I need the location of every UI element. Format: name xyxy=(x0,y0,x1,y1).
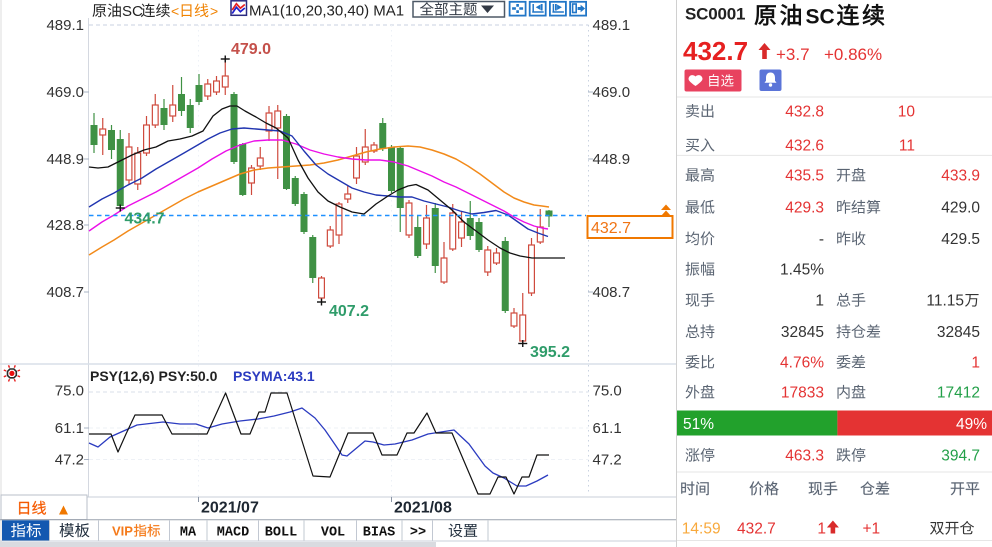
svg-text:-: - xyxy=(819,231,824,248)
svg-text:MACD: MACD xyxy=(217,526,249,541)
svg-text:429.0: 429.0 xyxy=(941,200,980,217)
svg-text:PSYMA:43.1: PSYMA:43.1 xyxy=(233,368,315,384)
svg-text:>: > xyxy=(210,3,218,19)
svg-text:433.9: 433.9 xyxy=(941,168,980,185)
svg-text:469.0: 469.0 xyxy=(593,84,631,101)
svg-text:PSY(12,6) PSY:50.0: PSY(12,6) PSY:50.0 xyxy=(90,368,218,384)
svg-text:SC: SC xyxy=(122,3,143,20)
svg-text:47.2: 47.2 xyxy=(593,452,622,469)
svg-text:408.7: 408.7 xyxy=(593,284,631,301)
svg-text:408.7: 408.7 xyxy=(46,284,84,301)
svg-text:395.2: 395.2 xyxy=(530,344,570,361)
svg-text:61.1: 61.1 xyxy=(55,420,84,437)
svg-text:1.45%: 1.45% xyxy=(780,262,824,279)
svg-text:75.0: 75.0 xyxy=(593,383,622,400)
svg-text:+0.86%: +0.86% xyxy=(824,45,882,64)
svg-text:49%: 49% xyxy=(956,416,987,433)
svg-text:429.5: 429.5 xyxy=(941,231,980,248)
svg-text:11: 11 xyxy=(899,138,915,155)
svg-text:1: 1 xyxy=(815,293,824,310)
svg-text:2021/07: 2021/07 xyxy=(201,500,259,517)
svg-text:>>: >> xyxy=(410,526,426,541)
svg-text:469.0: 469.0 xyxy=(46,84,84,101)
svg-text:VIP: VIP xyxy=(112,524,133,539)
svg-text:51%: 51% xyxy=(683,416,714,433)
svg-text:75.0: 75.0 xyxy=(55,383,84,400)
svg-text:32845: 32845 xyxy=(937,324,980,341)
svg-text:432.8: 432.8 xyxy=(785,104,824,121)
svg-text:435.5: 435.5 xyxy=(785,168,824,185)
svg-text:17833: 17833 xyxy=(781,385,824,402)
svg-text:32845: 32845 xyxy=(781,324,824,341)
svg-text:448.9: 448.9 xyxy=(593,151,631,168)
svg-text:14:59: 14:59 xyxy=(682,521,721,538)
svg-text:1: 1 xyxy=(971,355,980,372)
svg-text:61.1: 61.1 xyxy=(593,420,622,437)
svg-text:4.76%: 4.76% xyxy=(780,355,824,372)
svg-text:MA1(10,20,30,40) MA1: MA1(10,20,30,40) MA1 xyxy=(249,3,404,20)
svg-text:1: 1 xyxy=(817,521,826,538)
svg-text:17412: 17412 xyxy=(937,385,980,402)
svg-text:MA: MA xyxy=(180,526,197,541)
svg-text:10: 10 xyxy=(898,104,916,121)
svg-text:<: < xyxy=(171,3,179,19)
svg-text:428.8: 428.8 xyxy=(46,217,84,234)
svg-text:434.7: 434.7 xyxy=(125,211,165,228)
svg-text:448.9: 448.9 xyxy=(46,151,84,168)
svg-text:432.7: 432.7 xyxy=(591,220,631,237)
svg-text:432.7: 432.7 xyxy=(737,521,776,538)
svg-text:BOLL: BOLL xyxy=(265,526,297,541)
svg-text:11.15: 11.15 xyxy=(926,293,964,310)
svg-text:489.1: 489.1 xyxy=(46,17,84,34)
svg-text:489.1: 489.1 xyxy=(593,17,631,34)
svg-text:+1: +1 xyxy=(863,521,881,538)
svg-text:432.7: 432.7 xyxy=(683,36,748,66)
svg-text:BIAS: BIAS xyxy=(363,526,395,541)
svg-text:407.2: 407.2 xyxy=(329,303,369,320)
svg-text:394.7: 394.7 xyxy=(941,448,980,465)
svg-text:47.2: 47.2 xyxy=(55,452,84,469)
svg-text:VOL: VOL xyxy=(321,526,345,541)
svg-text:479.0: 479.0 xyxy=(231,41,271,58)
svg-text:429.3: 429.3 xyxy=(785,200,824,217)
svg-text:SC: SC xyxy=(806,6,835,29)
svg-text:+3.7: +3.7 xyxy=(776,45,810,64)
svg-text:2021/08: 2021/08 xyxy=(394,500,452,517)
svg-text:432.6: 432.6 xyxy=(785,138,824,155)
svg-text:SC0001: SC0001 xyxy=(685,5,745,24)
svg-text:463.3: 463.3 xyxy=(785,448,824,465)
